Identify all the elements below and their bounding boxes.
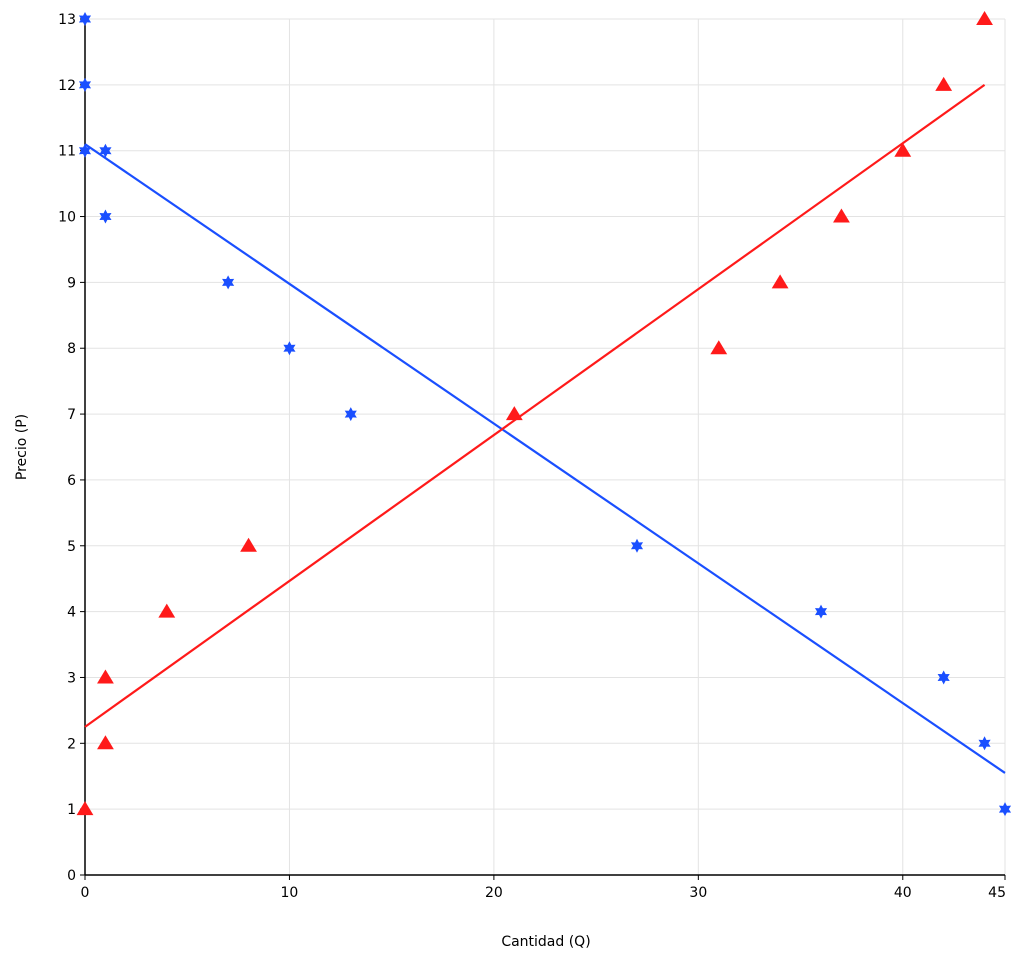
star-point <box>630 538 644 553</box>
triangle-point <box>76 801 94 816</box>
y-tick-label: 11 <box>58 144 76 160</box>
star-point <box>99 143 112 158</box>
y-tick-label: 5 <box>67 539 76 555</box>
triangle-point <box>158 603 176 618</box>
triangle-point <box>505 406 523 421</box>
y-tick-label: 4 <box>67 605 76 621</box>
grid <box>85 18 1006 875</box>
x-tick-label: 30 <box>689 885 707 901</box>
y-tick-label: 9 <box>67 275 76 291</box>
y-tick-label: 3 <box>67 670 76 686</box>
triangle-point <box>97 669 114 684</box>
y-tick-label: 1 <box>67 802 76 818</box>
triangle-point <box>240 537 257 552</box>
y-tick-label: 7 <box>67 407 76 423</box>
star-point <box>222 275 235 290</box>
star-point <box>978 736 991 751</box>
y-tick-label: 12 <box>58 78 76 94</box>
triangle-point <box>935 76 953 91</box>
x-axis-title: Cantidad (Q) <box>501 934 590 950</box>
star-point <box>283 341 296 356</box>
x-tick-label: 45 <box>988 885 1006 901</box>
data-points <box>76 11 1012 817</box>
y-tick-label: 2 <box>67 736 76 752</box>
star-point <box>814 604 828 619</box>
star-point <box>99 209 112 224</box>
y-tick-label: 13 <box>58 12 76 28</box>
y-tick-label: 6 <box>67 473 76 489</box>
star-point <box>344 407 357 422</box>
star-point <box>998 802 1012 817</box>
trend-line <box>84 83 986 728</box>
y-axis-title: Precio (P) <box>14 414 30 480</box>
star-point <box>78 143 92 158</box>
triangle-point <box>976 11 993 25</box>
y-tick-label: 10 <box>58 210 76 226</box>
x-tick-label: 10 <box>281 885 299 901</box>
triangle-point <box>894 142 912 157</box>
trend-lines <box>84 83 1006 774</box>
triangle-point <box>710 340 728 355</box>
y-tick-label: 0 <box>67 868 76 884</box>
x-tick-label: 0 <box>81 885 90 901</box>
star-point <box>937 670 950 685</box>
triangle-point <box>771 274 789 289</box>
star-point <box>78 12 92 26</box>
triangle-point <box>97 735 114 750</box>
star-point <box>78 77 92 92</box>
y-tick-label: 8 <box>67 341 76 357</box>
axes <box>80 17 1006 880</box>
triangle-point <box>833 208 850 223</box>
x-tick-label: 40 <box>894 885 912 901</box>
x-tick-label: 20 <box>485 885 503 901</box>
trend-line <box>84 143 1006 774</box>
